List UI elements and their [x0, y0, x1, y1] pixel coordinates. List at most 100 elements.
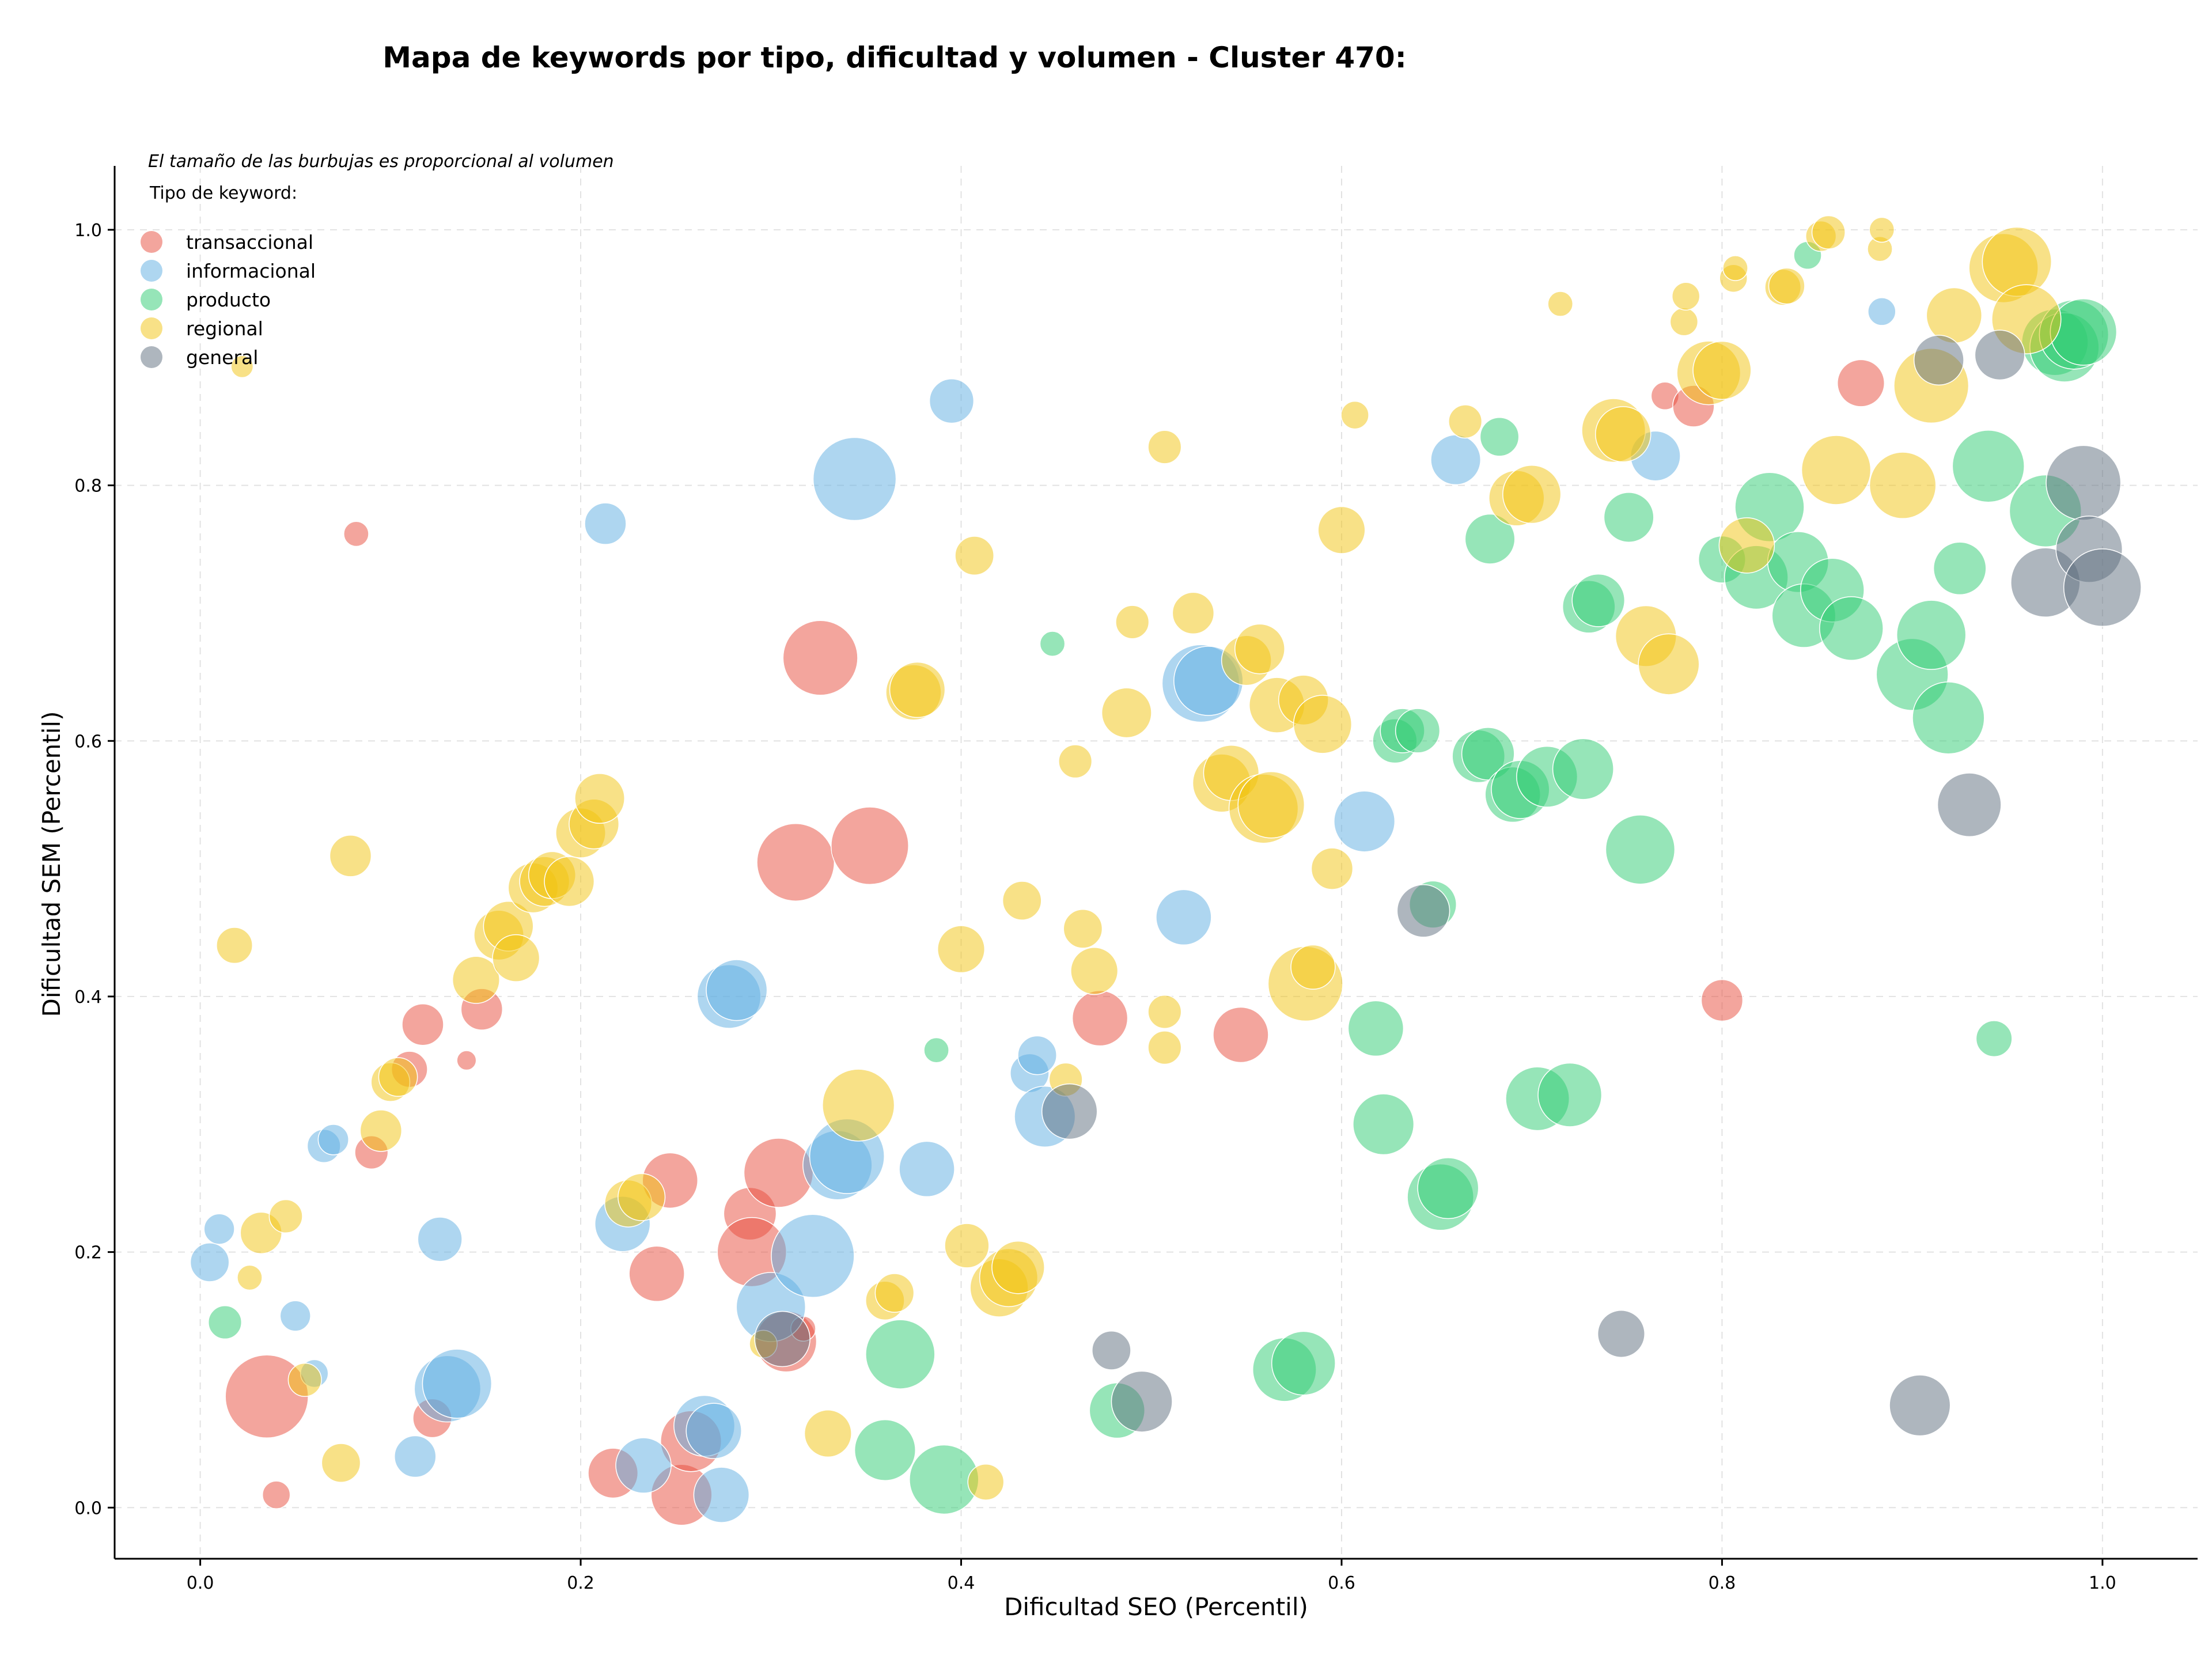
bubble-producto [1933, 541, 1987, 596]
bubble-informacional [279, 1300, 311, 1332]
bubble-transaccional [831, 806, 909, 885]
bubble-regional [378, 1057, 418, 1097]
bubble-regional [1669, 307, 1699, 336]
bubble-informacional [417, 1217, 463, 1262]
legend-items: transaccional informacional producto region… [141, 231, 316, 369]
bubble-regional [889, 661, 946, 718]
x-tick-label: 0.8 [1709, 1573, 1736, 1593]
bubble-general [1974, 329, 2025, 381]
bubble-regional [822, 1069, 895, 1142]
bubble-transaccional [1700, 979, 1744, 1022]
bubble-producto [1039, 631, 1066, 657]
bubble-general [1396, 884, 1450, 938]
bubble-regional [1811, 215, 1846, 249]
bubble-regional [967, 1463, 1005, 1501]
bubble-regional [1869, 217, 1895, 243]
legend-marker-general [141, 346, 162, 368]
bubble-regional [1290, 944, 1336, 990]
bubble-regional [1869, 452, 1937, 519]
grid-lines [115, 166, 2198, 1559]
bubble-producto [1395, 708, 1441, 753]
bubble-regional [1070, 947, 1119, 995]
bubble-regional [574, 773, 626, 824]
bubble-informacional [706, 959, 768, 1021]
bubble-producto [2050, 298, 2118, 366]
bubble-general [1111, 1370, 1173, 1433]
legend-label-regional: regional [186, 317, 263, 340]
bubble-regional [1926, 287, 1983, 344]
bubble-regional [874, 1273, 915, 1313]
legend-label-informacional: informacional [186, 260, 316, 282]
bubble-informacional [899, 1141, 955, 1198]
bubble-producto [1819, 596, 1884, 661]
bubble-producto [1896, 600, 1967, 670]
bubble-general [1597, 1310, 1645, 1358]
legend: El tamaño de las burbujas es proporciona… [141, 151, 614, 369]
bubble-producto [1461, 727, 1515, 781]
bubble-size-note: El tamaño de las burbujas es proporciona… [148, 151, 614, 172]
bubble-regional [359, 1109, 403, 1152]
bubble-producto [1912, 681, 1985, 755]
bubble-transaccional [628, 1245, 685, 1302]
bubble-regional [1147, 430, 1182, 464]
bubble-informacional [771, 1214, 855, 1298]
legend-marker-informacional [141, 260, 162, 282]
bubble-transaccional [1213, 1006, 1269, 1063]
legend-marker-transaccional [141, 231, 162, 253]
bubble-informacional [812, 437, 897, 521]
bubble-regional [991, 1240, 1045, 1294]
bubble-regional [1310, 847, 1354, 890]
x-tick-label: 1.0 [2089, 1573, 2116, 1593]
bubble-regional [1237, 771, 1305, 839]
bubble-general [1913, 335, 1964, 386]
bubble-regional [1718, 517, 1775, 574]
bubble-informacional [1156, 889, 1212, 946]
bubble-informacional [394, 1435, 437, 1478]
bubble-informacional [1017, 1035, 1057, 1075]
bubble-producto [865, 1319, 935, 1389]
bubble-producto [1464, 513, 1516, 565]
legend-label-producto: producto [186, 289, 271, 311]
bubble-regional [1115, 605, 1150, 639]
y-tick-label: 0.0 [74, 1498, 102, 1518]
bubble-regional [237, 1264, 263, 1291]
bubbles [190, 215, 2142, 1526]
bubble-regional [1692, 340, 1752, 400]
bubble-informacional [615, 1437, 672, 1494]
bubble-regional [216, 927, 253, 964]
bubble-general [2063, 548, 2142, 627]
x-tick-label: 0.0 [187, 1573, 214, 1593]
bubble-producto [207, 1305, 243, 1340]
bubble-regional [1502, 464, 1562, 524]
legend-label-transaccional: transaccional [186, 231, 313, 253]
series-regional [216, 215, 2062, 1501]
bubble-producto [1417, 1157, 1479, 1219]
bubble-transaccional [402, 1003, 444, 1046]
bubble-regional [1147, 1031, 1182, 1065]
bubble-informacional [190, 1242, 230, 1282]
y-tick-label: 0.8 [74, 476, 102, 497]
bubble-informacional [685, 1403, 742, 1459]
y-tick-label: 0.2 [74, 1243, 102, 1263]
bubble-informacional [1334, 790, 1396, 853]
bubble-transaccional [1836, 359, 1885, 407]
bubble-informacional [584, 502, 627, 545]
bubble-regional [544, 856, 595, 907]
bubble-producto [1603, 492, 1654, 543]
bubble-producto [1552, 738, 1614, 800]
bubble-producto [923, 1037, 949, 1063]
bubble-producto [1952, 430, 2025, 503]
bubble-regional [1293, 695, 1353, 754]
bubble-transaccional [782, 620, 858, 696]
bubble-regional [1147, 994, 1182, 1029]
x-tick-label: 0.6 [1328, 1573, 1355, 1593]
y-axis-title: Dificultad SEM (Percentil) [37, 711, 66, 1017]
bubble-general [2046, 445, 2122, 521]
bubble-regional [937, 925, 986, 973]
bubble-informacional [929, 378, 975, 424]
x-tick-label: 0.2 [567, 1573, 594, 1593]
bubble-regional [287, 1362, 322, 1397]
bubble-producto [1975, 1020, 2013, 1058]
bubble-regional [492, 934, 540, 982]
